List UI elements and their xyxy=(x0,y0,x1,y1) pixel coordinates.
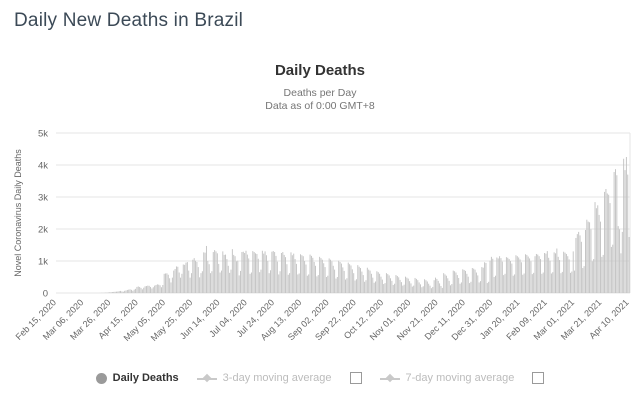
plot-area[interactable]: 0 1k 2k 3k 4k 5k Feb 15, 2020 Mar 06, 2020 Mar 2… xyxy=(0,125,640,370)
svg-text:0: 0 xyxy=(43,289,48,300)
svg-text:5k: 5k xyxy=(38,129,48,140)
chart-legend: Daily Deaths 3-day moving average 7-day … xyxy=(0,372,640,384)
legend-item-7day-moving-average[interactable]: 7-day moving average xyxy=(379,372,515,384)
svg-text:1k: 1k xyxy=(38,257,48,268)
daily-deaths-dot-icon xyxy=(95,372,107,384)
legend-item-daily-deaths[interactable]: Daily Deaths xyxy=(95,372,179,384)
chart-subtitle-deaths-per-day: Deaths per Day xyxy=(283,87,357,99)
chart-subtitle-data-as-of: Data as of 0:00 GMT+8 xyxy=(265,100,375,112)
moving-average-line-icon xyxy=(379,373,400,384)
legend-daily-deaths-label: Daily Deaths xyxy=(112,372,179,384)
chart-title: Daily Deaths xyxy=(274,62,366,79)
svg-text:4k: 4k xyxy=(38,161,48,172)
y-axis-label: Novel Coronavirus Daily Deaths xyxy=(13,149,23,277)
legend-item-3day-moving-average[interactable]: 3-day moving average xyxy=(196,372,332,384)
legend-7day-label: 7-day moving average xyxy=(405,372,515,384)
page-title: Daily New Deaths in Brazil xyxy=(14,10,244,31)
svg-text:2k: 2k xyxy=(38,225,48,236)
svg-text:3k: 3k xyxy=(38,193,48,204)
legend-3day-label: 3-day moving average xyxy=(222,372,332,384)
moving-average-line-icon xyxy=(196,373,217,384)
checkbox-3day-moving-average[interactable] xyxy=(349,372,362,384)
checkbox-7day-moving-average[interactable] xyxy=(532,372,545,384)
